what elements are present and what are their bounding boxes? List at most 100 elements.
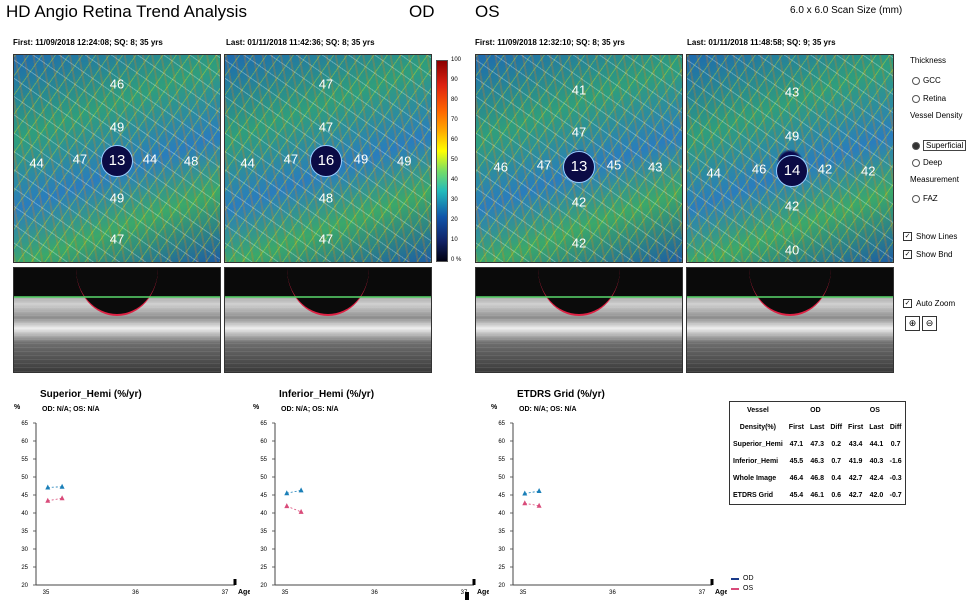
map-value-inner-left: 47 [283, 151, 299, 166]
os-first-bscan [475, 267, 683, 373]
os-first-angio-map[interactable]: 41 47 46 47 13 45 43 42 42 [475, 54, 683, 263]
show-lines-checkbox[interactable]: ✓ Show Lines [903, 232, 957, 241]
table-cell: 42.0 [869, 492, 884, 499]
od-last-angio-map[interactable]: 47 47 44 47 16 49 49 48 47 [224, 54, 432, 263]
y-tick-label: 55 [498, 457, 505, 463]
x-tick-label: 36 [609, 590, 616, 596]
table-cell: 46.3 [810, 458, 824, 465]
table-header-cell: OD [810, 407, 821, 414]
color-scale-tick: 70 [451, 117, 458, 123]
measurement-label: Measurement [910, 175, 959, 184]
map-value-center: 14 [776, 154, 809, 187]
series-line-os [286, 505, 302, 513]
y-tick-label: 30 [498, 547, 505, 553]
map-value-center: 13 [101, 144, 133, 177]
map-value-inner-bottom: 49 [109, 190, 125, 206]
map-value-top: 47 [318, 76, 334, 92]
color-scale-tick: 40 [451, 177, 458, 183]
x-tick-label: 35 [282, 590, 289, 596]
od-first-angio-map[interactable]: 46 49 44 47 13 44 48 49 47 [13, 54, 221, 263]
y-tick-label: 40 [498, 511, 505, 517]
series-line-od [47, 486, 63, 488]
x-tick-label: 36 [371, 590, 378, 596]
zoom-out-icon: ⊖ [925, 318, 934, 328]
y-tick-label: 55 [21, 457, 28, 463]
show-bnd-label: Show Bnd [916, 250, 953, 259]
gcc-label: GCC [923, 76, 941, 85]
chart-ylabel: % [14, 404, 21, 411]
y-tick-label: 50 [498, 475, 505, 481]
y-tick-label: 65 [260, 421, 267, 427]
table-cell: 47.3 [810, 441, 824, 448]
data-point-os [284, 503, 290, 509]
gcc-radio[interactable]: GCC [912, 76, 941, 85]
table-cell: 46.8 [810, 475, 824, 482]
table-cell: -0.3 [889, 475, 902, 482]
map-value-center: 16 [309, 144, 342, 177]
etdrs-grid-chart-title: ETDRS Grid (%/yr) [517, 389, 605, 400]
table-cell: 42.7 [848, 492, 863, 499]
retina-radio[interactable]: Retina [912, 94, 946, 103]
radio-icon [912, 194, 920, 203]
os-last-angio-map[interactable]: 43 49 44 46 14 42 42 42 40 [686, 54, 894, 263]
map-value-top: 41 [571, 82, 587, 98]
auto-zoom-checkbox[interactable]: ✓ Auto Zoom [903, 299, 955, 308]
map-value-inner-left: 47 [536, 157, 552, 173]
scan-size-label: 6.0 x 6.0 Scan Size (mm) [790, 5, 903, 16]
faz-radio[interactable]: FAZ [912, 194, 938, 203]
table-header-cell: First [788, 424, 804, 431]
map-value-left: 44 [240, 155, 255, 171]
x-tick-label: 37 [222, 590, 229, 596]
show-bnd-checkbox[interactable]: ✓ Show Bnd [903, 250, 952, 259]
y-tick-label: 60 [260, 439, 267, 445]
y-tick-label: 30 [260, 547, 267, 553]
chart-ylabel: % [491, 404, 498, 411]
deep-radio[interactable]: Deep [912, 158, 942, 167]
bottom-marker [465, 592, 469, 600]
table-cell: 47.1 [789, 441, 804, 448]
color-scale-tick: 50 [451, 157, 458, 163]
map-value-inner-top: 47 [318, 119, 334, 135]
legend-os: OS [731, 585, 753, 592]
superior-hemi-chart-subtitle: OD: N/A; OS: N/A [42, 406, 100, 413]
series-line-od [286, 489, 302, 494]
x-tick-label: 35 [520, 590, 527, 596]
legend-os-label: OS [743, 585, 754, 592]
x-tick-label: 35 [43, 590, 50, 596]
map-value-inner-left: 46 [751, 161, 767, 177]
y-tick-label: 25 [260, 565, 267, 571]
superficial-radio[interactable]: Superficial [912, 140, 967, 151]
legend-od: OD [731, 575, 754, 582]
y-tick-label: 20 [260, 583, 267, 589]
od-last-bscan [224, 267, 432, 373]
table-cell: Superior_Hemi [733, 441, 783, 448]
app-title: HD Angio Retina Trend Analysis [6, 2, 247, 21]
map-value-inner-right: 49 [353, 151, 369, 166]
od-last-scan-header: Last: 01/11/2018 11:42:36; SQ: 8; 35 yrs [226, 38, 375, 47]
zoom-in-button[interactable]: ⊕ [905, 316, 920, 331]
y-tick-label: 50 [260, 475, 267, 481]
data-point-os [45, 497, 51, 503]
map-value-bottom: 47 [318, 231, 334, 247]
zoom-out-button[interactable]: ⊖ [922, 316, 937, 331]
map-value-inner-left: 47 [72, 151, 88, 166]
table-row: Superior_Hemi 47.1 47.3 0.2 43.4 44.1 0.… [730, 436, 906, 453]
table-cell: 45.4 [789, 492, 804, 499]
table-header-cell: First [848, 424, 864, 431]
table-header-cell: OS [869, 407, 880, 414]
auto-zoom-label: Auto Zoom [916, 299, 956, 308]
x-tick-label: 37 [461, 590, 468, 596]
od-swatch [731, 577, 739, 580]
inferior-hemi-chart: 20 25 30 35 40 45 50 55 60 65 35 36 37 Age [260, 421, 489, 596]
y-tick-label: 35 [498, 529, 505, 535]
x-axis-label: Age [238, 589, 250, 596]
color-scale-tick: 0 % [451, 257, 462, 263]
color-scale-tick: 60 [451, 137, 458, 143]
x-axis-label: Age [715, 589, 727, 596]
etdrs-grid-chart-subtitle: OD: N/A; OS: N/A [519, 406, 577, 413]
map-value-bottom: 42 [571, 235, 587, 251]
superior-hemi-chart: 20 25 30 35 40 45 50 55 60 65 35 36 37 Age [21, 421, 250, 596]
color-scale-tick: 20 [451, 217, 458, 223]
table-cell: 46.4 [789, 475, 804, 482]
table-cell: 44.1 [869, 441, 884, 448]
